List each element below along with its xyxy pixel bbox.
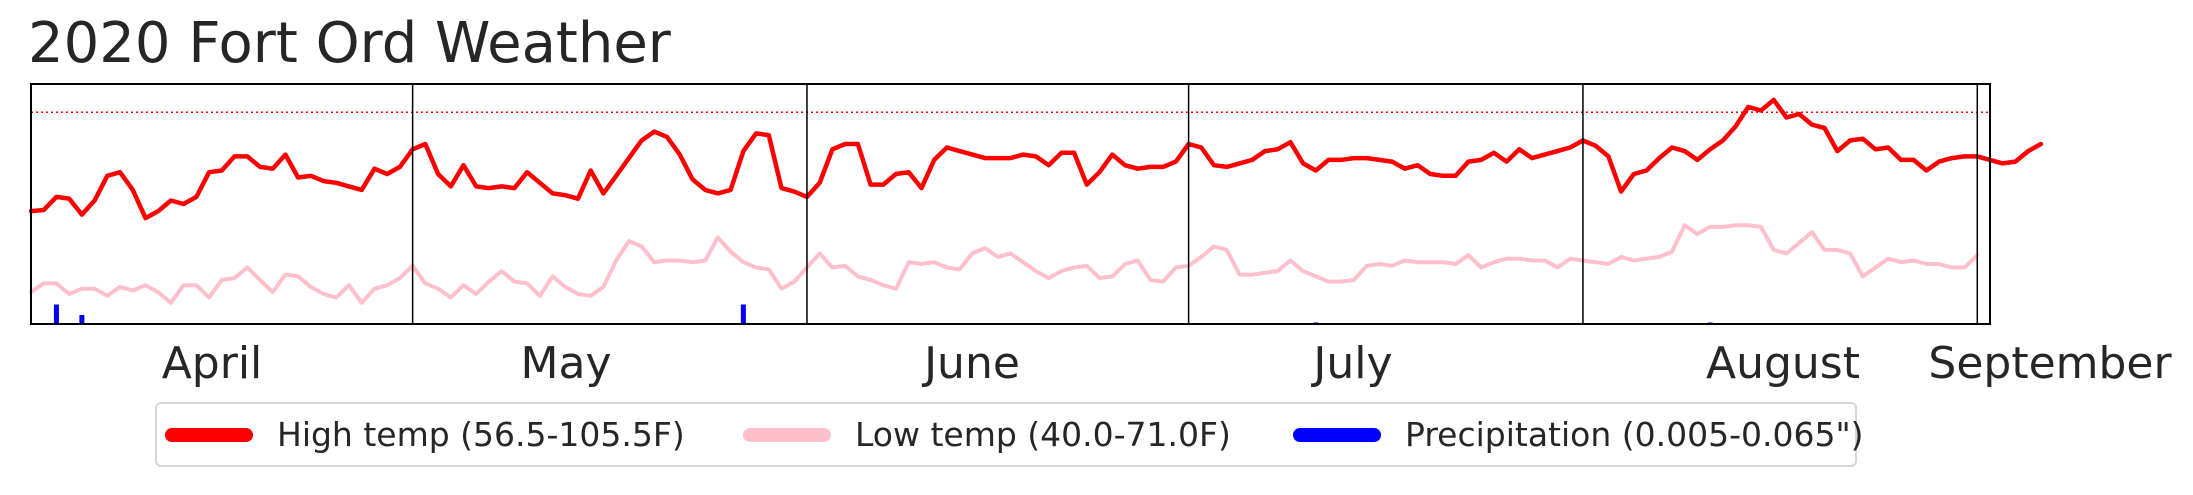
legend-label-precip: Precipitation (0.005-0.065") (1405, 415, 1864, 454)
legend-item-low: Low temp (40.0-71.0F) (743, 404, 1231, 465)
high-temp-line (28, 97, 2044, 221)
low-temp-line (29, 223, 1980, 305)
legend: High temp (56.5-105.5F) Low temp (40.0-7… (155, 402, 1864, 467)
month-label: September (1928, 338, 2172, 389)
chart-title: 2020 Fort Ord Weather (28, 11, 671, 76)
plot-frame (30, 83, 1991, 325)
legend-swatch-high (165, 427, 253, 442)
month-label: April (162, 338, 263, 389)
legend-label-high: High temp (56.5-105.5F) (277, 415, 685, 454)
high-temp-series (28, 97, 2044, 221)
legend-item-high: High temp (56.5-105.5F) (165, 404, 685, 465)
month-label: May (521, 338, 612, 389)
legend-label-low: Low temp (40.0-71.0F) (855, 415, 1231, 454)
month-label: July (1310, 338, 1392, 389)
month-label: June (921, 338, 1020, 389)
precip-series (53, 304, 1713, 324)
month-label: August (1706, 338, 1860, 389)
legend-swatch-low (743, 427, 831, 442)
month-dividers (411, 84, 1979, 324)
month-labels: April May June July August September (162, 338, 2173, 389)
low-temp-series (29, 223, 1980, 305)
legend-item-precip: Precipitation (0.005-0.065") (1293, 404, 1864, 465)
legend-swatch-precip (1293, 427, 1381, 442)
